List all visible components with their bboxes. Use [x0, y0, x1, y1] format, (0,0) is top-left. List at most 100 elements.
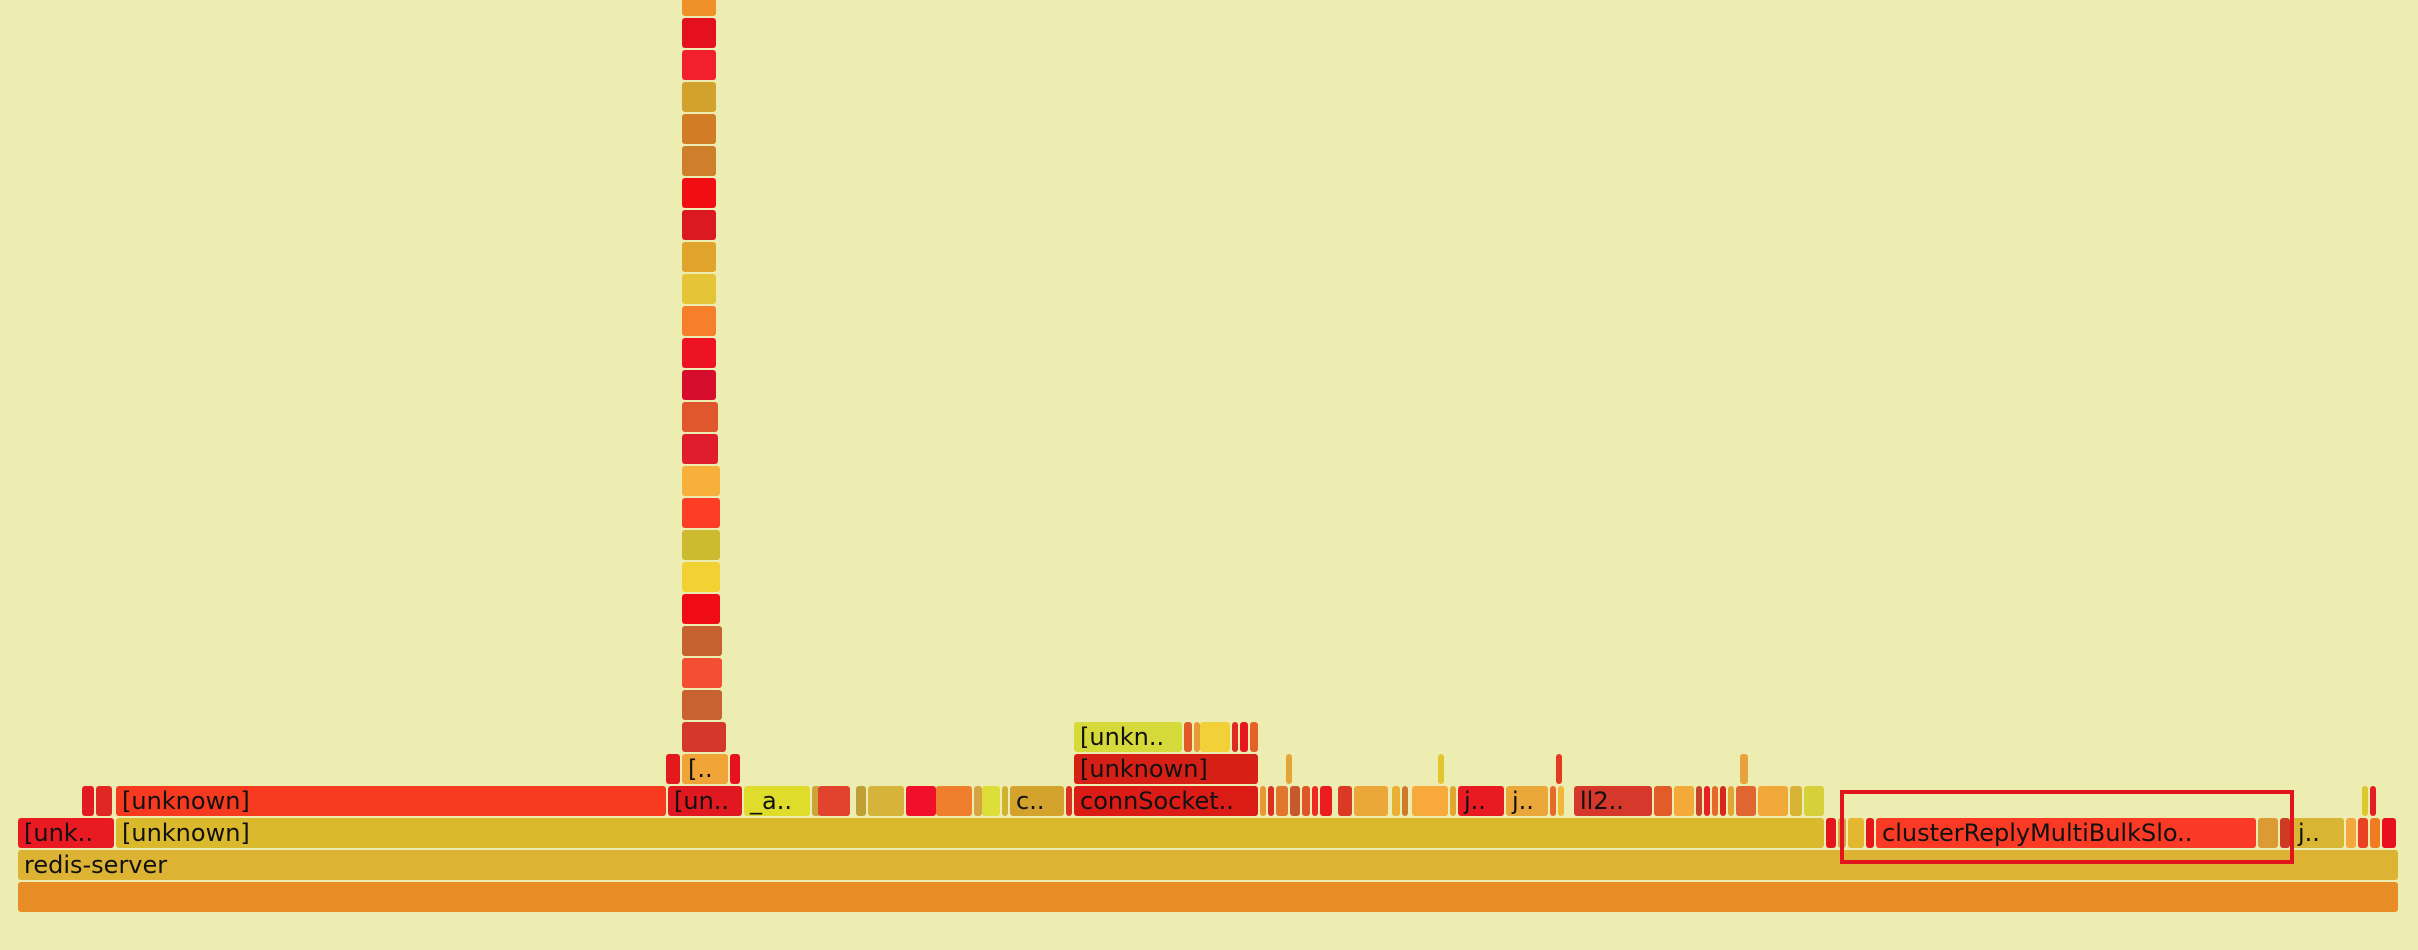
frame[interactable] — [982, 786, 1000, 816]
frame[interactable] — [82, 786, 94, 816]
frame[interactable] — [936, 786, 972, 816]
frame[interactable] — [682, 690, 722, 720]
frame[interactable] — [1450, 786, 1456, 816]
frame[interactable] — [2280, 818, 2290, 848]
frame[interactable] — [1290, 786, 1300, 816]
frame[interactable] — [812, 786, 820, 816]
frame[interactable] — [682, 306, 716, 336]
frame[interactable] — [682, 210, 716, 240]
frame[interactable] — [2382, 818, 2396, 848]
frame[interactable] — [682, 530, 720, 560]
frame-root[interactable] — [18, 882, 2398, 912]
frame[interactable] — [1674, 786, 1694, 816]
frame-j3[interactable]: j.. — [2292, 818, 2344, 848]
frame[interactable] — [974, 786, 982, 816]
frame-unknown-mid[interactable]: [unknown] — [1074, 754, 1258, 784]
frame[interactable] — [682, 338, 716, 368]
frame-unknown-left[interactable]: [unknown] — [116, 786, 666, 816]
frame[interactable] — [1758, 786, 1788, 816]
frame[interactable] — [2362, 786, 2368, 816]
frame[interactable] — [1402, 786, 1408, 816]
frame[interactable] — [1312, 786, 1318, 816]
frame-redis-server[interactable]: redis-server — [18, 850, 2398, 880]
frame[interactable] — [682, 626, 722, 656]
frame[interactable] — [682, 146, 716, 176]
frame[interactable] — [2370, 786, 2376, 816]
frame[interactable] — [1260, 786, 1266, 816]
frame-j2[interactable]: j.. — [1506, 786, 1548, 816]
frame[interactable] — [1302, 786, 1310, 816]
frame[interactable] — [868, 786, 904, 816]
frame[interactable] — [1240, 722, 1248, 752]
frame-cluster-reply[interactable]: clusterReplyMultiBulkSlo.. — [1876, 818, 2256, 848]
frame-unk-short[interactable]: [unk.. — [18, 818, 114, 848]
frame[interactable] — [1558, 786, 1564, 816]
frame[interactable] — [1338, 786, 1352, 816]
frame[interactable] — [2258, 818, 2278, 848]
frame[interactable] — [1194, 722, 1200, 752]
frame[interactable] — [1712, 786, 1718, 816]
frame[interactable] — [682, 0, 716, 16]
frame[interactable] — [856, 786, 866, 816]
frame[interactable] — [1696, 786, 1702, 816]
frame[interactable] — [1200, 722, 1230, 752]
frame[interactable] — [682, 50, 716, 80]
frame-un-short[interactable]: [un.. — [668, 786, 742, 816]
frame[interactable] — [682, 434, 718, 464]
frame[interactable] — [682, 466, 720, 496]
frame[interactable] — [1250, 722, 1258, 752]
frame[interactable] — [682, 402, 718, 432]
frame[interactable] — [818, 786, 850, 816]
frame[interactable] — [1320, 786, 1332, 816]
frame[interactable] — [1002, 786, 1008, 816]
frame[interactable] — [1412, 786, 1448, 816]
frame-unknown-main[interactable]: [unknown] — [116, 818, 1824, 848]
frame[interactable] — [682, 114, 716, 144]
frame-j1[interactable]: j.. — [1458, 786, 1504, 816]
frame[interactable] — [1232, 722, 1238, 752]
frame[interactable] — [1354, 786, 1388, 816]
frame-unkn-top[interactable]: [unkn.. — [1074, 722, 1182, 752]
frame-a-short[interactable]: _a.. — [744, 786, 810, 816]
frame[interactable] — [666, 754, 680, 784]
frame[interactable] — [1392, 786, 1400, 816]
frame[interactable] — [682, 498, 720, 528]
frame[interactable] — [1826, 818, 1836, 848]
frame[interactable] — [1184, 722, 1192, 752]
frame[interactable] — [682, 274, 716, 304]
frame[interactable] — [1728, 786, 1734, 816]
frame[interactable] — [1866, 818, 1874, 848]
frame[interactable] — [1704, 786, 1710, 816]
frame-bracket-short[interactable]: [.. — [682, 754, 728, 784]
frame[interactable] — [682, 658, 722, 688]
frame[interactable] — [1654, 786, 1672, 816]
frame[interactable] — [96, 786, 112, 816]
frame-connsocket[interactable]: connSocket.. — [1074, 786, 1258, 816]
frame[interactable] — [906, 786, 936, 816]
frame[interactable] — [682, 18, 716, 48]
frame[interactable] — [1848, 818, 1864, 848]
frame[interactable] — [682, 82, 716, 112]
frame[interactable] — [682, 370, 716, 400]
frame[interactable] — [730, 754, 740, 784]
frame[interactable] — [682, 242, 716, 272]
frame[interactable] — [682, 594, 720, 624]
frame[interactable] — [682, 722, 726, 752]
frame[interactable] — [1720, 786, 1726, 816]
frame[interactable] — [1790, 786, 1802, 816]
frame[interactable] — [1276, 786, 1288, 816]
frame[interactable] — [1838, 818, 1846, 848]
frame[interactable] — [1268, 786, 1274, 816]
frame[interactable] — [2346, 818, 2356, 848]
frame — [1438, 754, 1444, 784]
frame[interactable] — [1066, 786, 1072, 816]
frame[interactable] — [2370, 818, 2380, 848]
frame[interactable] — [1804, 786, 1824, 816]
frame[interactable] — [1736, 786, 1756, 816]
frame-ll2[interactable]: ll2.. — [1574, 786, 1652, 816]
frame[interactable] — [2358, 818, 2368, 848]
frame[interactable] — [682, 562, 720, 592]
frame-c-short[interactable]: c.. — [1010, 786, 1064, 816]
frame[interactable] — [682, 178, 716, 208]
frame[interactable] — [1550, 786, 1556, 816]
